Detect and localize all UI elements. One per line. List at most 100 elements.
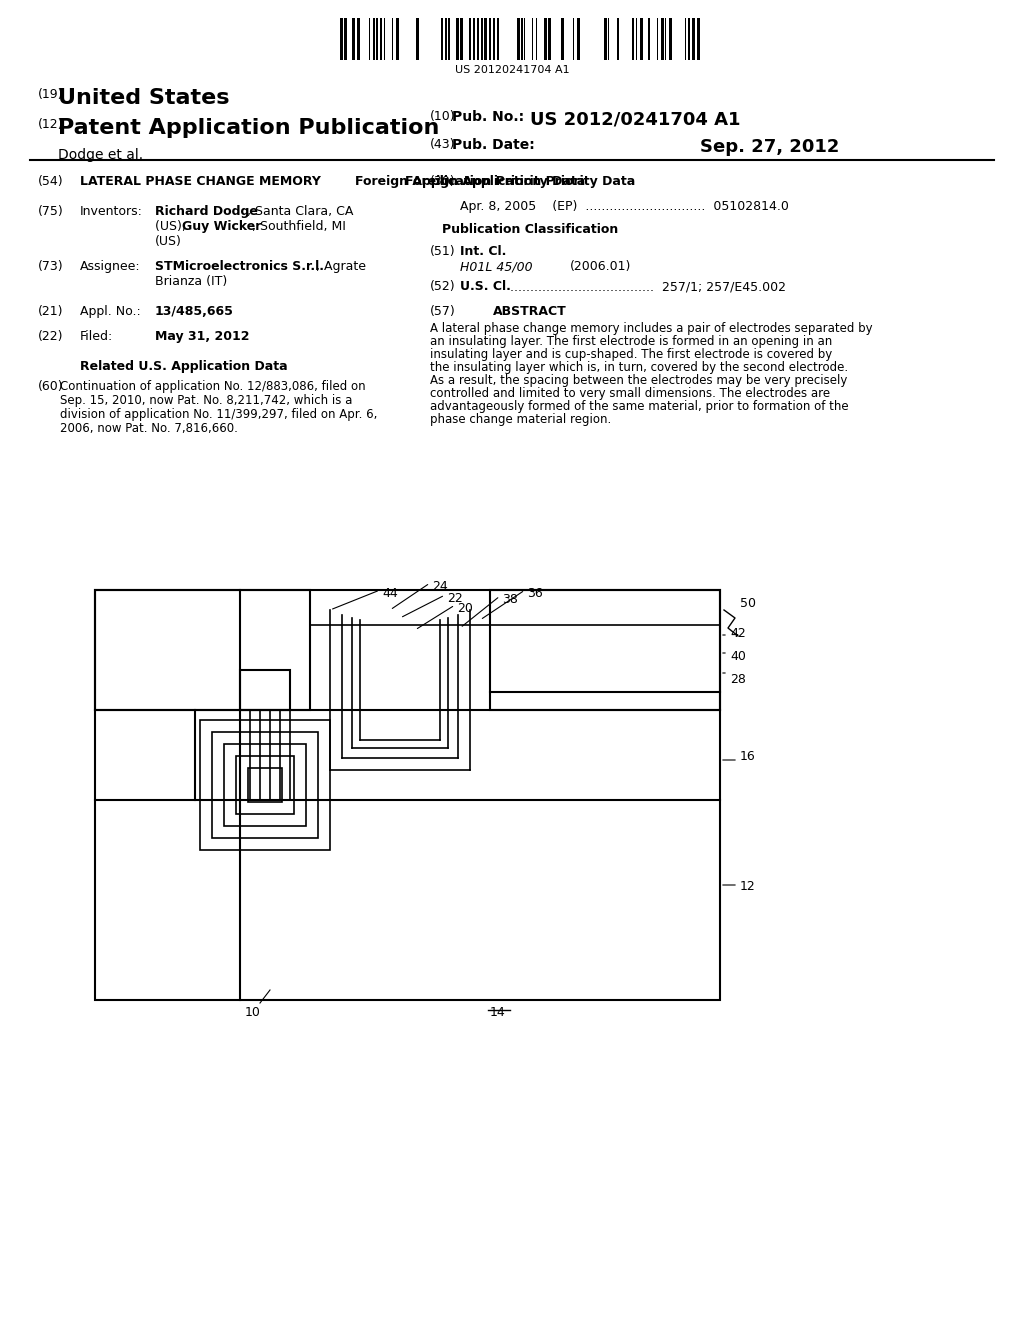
- Bar: [473, 18, 475, 59]
- Text: (57): (57): [430, 305, 456, 318]
- Text: Guy Wicker: Guy Wicker: [182, 220, 261, 234]
- Bar: [662, 18, 664, 59]
- Bar: [484, 18, 487, 59]
- Text: Brianza (IT): Brianza (IT): [155, 275, 227, 288]
- Bar: [648, 18, 650, 59]
- Bar: [416, 18, 419, 59]
- Text: United States: United States: [58, 88, 229, 108]
- Text: LATERAL PHASE CHANGE MEMORY: LATERAL PHASE CHANGE MEMORY: [80, 176, 321, 187]
- Bar: [481, 18, 483, 59]
- Text: , Santa Clara, CA: , Santa Clara, CA: [247, 205, 353, 218]
- Text: 36: 36: [527, 587, 543, 601]
- Text: Sep. 15, 2010, now Pat. No. 8,211,742, which is a: Sep. 15, 2010, now Pat. No. 8,211,742, w…: [60, 393, 352, 407]
- Text: H01L 45/00: H01L 45/00: [460, 260, 532, 273]
- Text: Publication Classification: Publication Classification: [442, 223, 618, 236]
- Text: (US);: (US);: [155, 220, 190, 234]
- Bar: [445, 18, 447, 59]
- Bar: [517, 18, 520, 59]
- Text: (52): (52): [430, 280, 456, 293]
- Bar: [477, 18, 479, 59]
- Text: 42: 42: [730, 627, 745, 640]
- Bar: [441, 18, 443, 59]
- Text: 40: 40: [730, 649, 745, 663]
- Bar: [604, 18, 607, 59]
- Text: advantageously formed of the same material, prior to formation of the: advantageously formed of the same materi…: [430, 400, 849, 413]
- Bar: [236, 756, 294, 814]
- Text: insulating layer and is cup-shaped. The first electrode is covered by: insulating layer and is cup-shaped. The …: [430, 348, 833, 360]
- Text: (2006.01): (2006.01): [570, 260, 632, 273]
- Text: (US): (US): [155, 235, 182, 248]
- Text: 50: 50: [740, 597, 756, 610]
- Text: (19): (19): [38, 88, 63, 102]
- Text: 10: 10: [245, 1006, 261, 1019]
- Text: (75): (75): [38, 205, 63, 218]
- Bar: [212, 733, 318, 838]
- Text: division of application No. 11/399,297, filed on Apr. 6,: division of application No. 11/399,297, …: [60, 408, 378, 421]
- Bar: [240, 671, 290, 710]
- Bar: [95, 590, 720, 1001]
- Bar: [493, 18, 495, 59]
- Text: US 20120241704 A1: US 20120241704 A1: [455, 65, 569, 75]
- Text: Foreign Application Priority Data: Foreign Application Priority Data: [404, 176, 635, 187]
- Bar: [697, 18, 700, 59]
- Text: 2006, now Pat. No. 7,816,660.: 2006, now Pat. No. 7,816,660.: [60, 422, 238, 436]
- Text: 22: 22: [447, 591, 463, 605]
- Text: (60): (60): [38, 380, 63, 393]
- Text: 20: 20: [457, 602, 473, 615]
- Text: phase change material region.: phase change material region.: [430, 413, 611, 426]
- Bar: [95, 590, 310, 710]
- Bar: [460, 18, 463, 59]
- Text: ABSTRACT: ABSTRACT: [494, 305, 567, 318]
- Bar: [344, 18, 347, 59]
- Bar: [632, 18, 634, 59]
- Text: 44: 44: [382, 587, 397, 601]
- Bar: [561, 18, 564, 59]
- Bar: [489, 18, 490, 59]
- Bar: [617, 18, 618, 59]
- Bar: [396, 18, 399, 59]
- Text: (12): (12): [38, 117, 63, 131]
- Text: 16: 16: [740, 750, 756, 763]
- Bar: [688, 18, 690, 59]
- Text: (22): (22): [38, 330, 63, 343]
- Bar: [352, 18, 355, 59]
- Bar: [340, 18, 343, 59]
- Text: As a result, the spacing between the electrodes may be very precisely: As a result, the spacing between the ele…: [430, 374, 848, 387]
- Bar: [640, 18, 643, 59]
- Text: Inventors:: Inventors:: [80, 205, 143, 218]
- Bar: [548, 18, 551, 59]
- Text: , Southfield, MI: , Southfield, MI: [252, 220, 346, 234]
- Text: 38: 38: [502, 593, 518, 606]
- Text: Pub. No.:: Pub. No.:: [452, 110, 524, 124]
- Text: (21): (21): [38, 305, 63, 318]
- Bar: [544, 18, 547, 59]
- Text: (10): (10): [430, 110, 456, 123]
- Text: an insulating layer. The first electrode is formed in an opening in an: an insulating layer. The first electrode…: [430, 335, 833, 348]
- Bar: [456, 18, 459, 59]
- Bar: [248, 768, 282, 803]
- Text: US 2012/0241704 A1: US 2012/0241704 A1: [530, 110, 740, 128]
- Text: Filed:: Filed:: [80, 330, 114, 343]
- Text: U.S. Cl.: U.S. Cl.: [460, 280, 511, 293]
- Text: (30): (30): [430, 176, 456, 187]
- Text: (51): (51): [430, 246, 456, 257]
- Bar: [373, 18, 375, 59]
- Text: 13/485,665: 13/485,665: [155, 305, 233, 318]
- Text: STMicroelectronics S.r.l.: STMicroelectronics S.r.l.: [155, 260, 324, 273]
- Text: Int. Cl.: Int. Cl.: [460, 246, 507, 257]
- Text: Sep. 27, 2012: Sep. 27, 2012: [700, 139, 840, 156]
- Text: controlled and limited to very small dimensions. The electrodes are: controlled and limited to very small dim…: [430, 387, 830, 400]
- Text: Related U.S. Application Data: Related U.S. Application Data: [80, 360, 288, 374]
- Bar: [200, 719, 330, 850]
- Text: the insulating layer which is, in turn, covered by the second electrode.: the insulating layer which is, in turn, …: [430, 360, 848, 374]
- Text: Continuation of application No. 12/883,086, filed on: Continuation of application No. 12/883,0…: [60, 380, 366, 393]
- Text: 12: 12: [740, 880, 756, 894]
- Bar: [376, 18, 378, 59]
- Text: 14: 14: [490, 1006, 506, 1019]
- Bar: [577, 18, 580, 59]
- Text: 24: 24: [432, 579, 447, 593]
- Text: ....................................  257/1; 257/E45.002: .................................... 257…: [510, 280, 786, 293]
- Bar: [521, 18, 523, 59]
- Text: (43): (43): [430, 139, 456, 150]
- Bar: [380, 18, 382, 59]
